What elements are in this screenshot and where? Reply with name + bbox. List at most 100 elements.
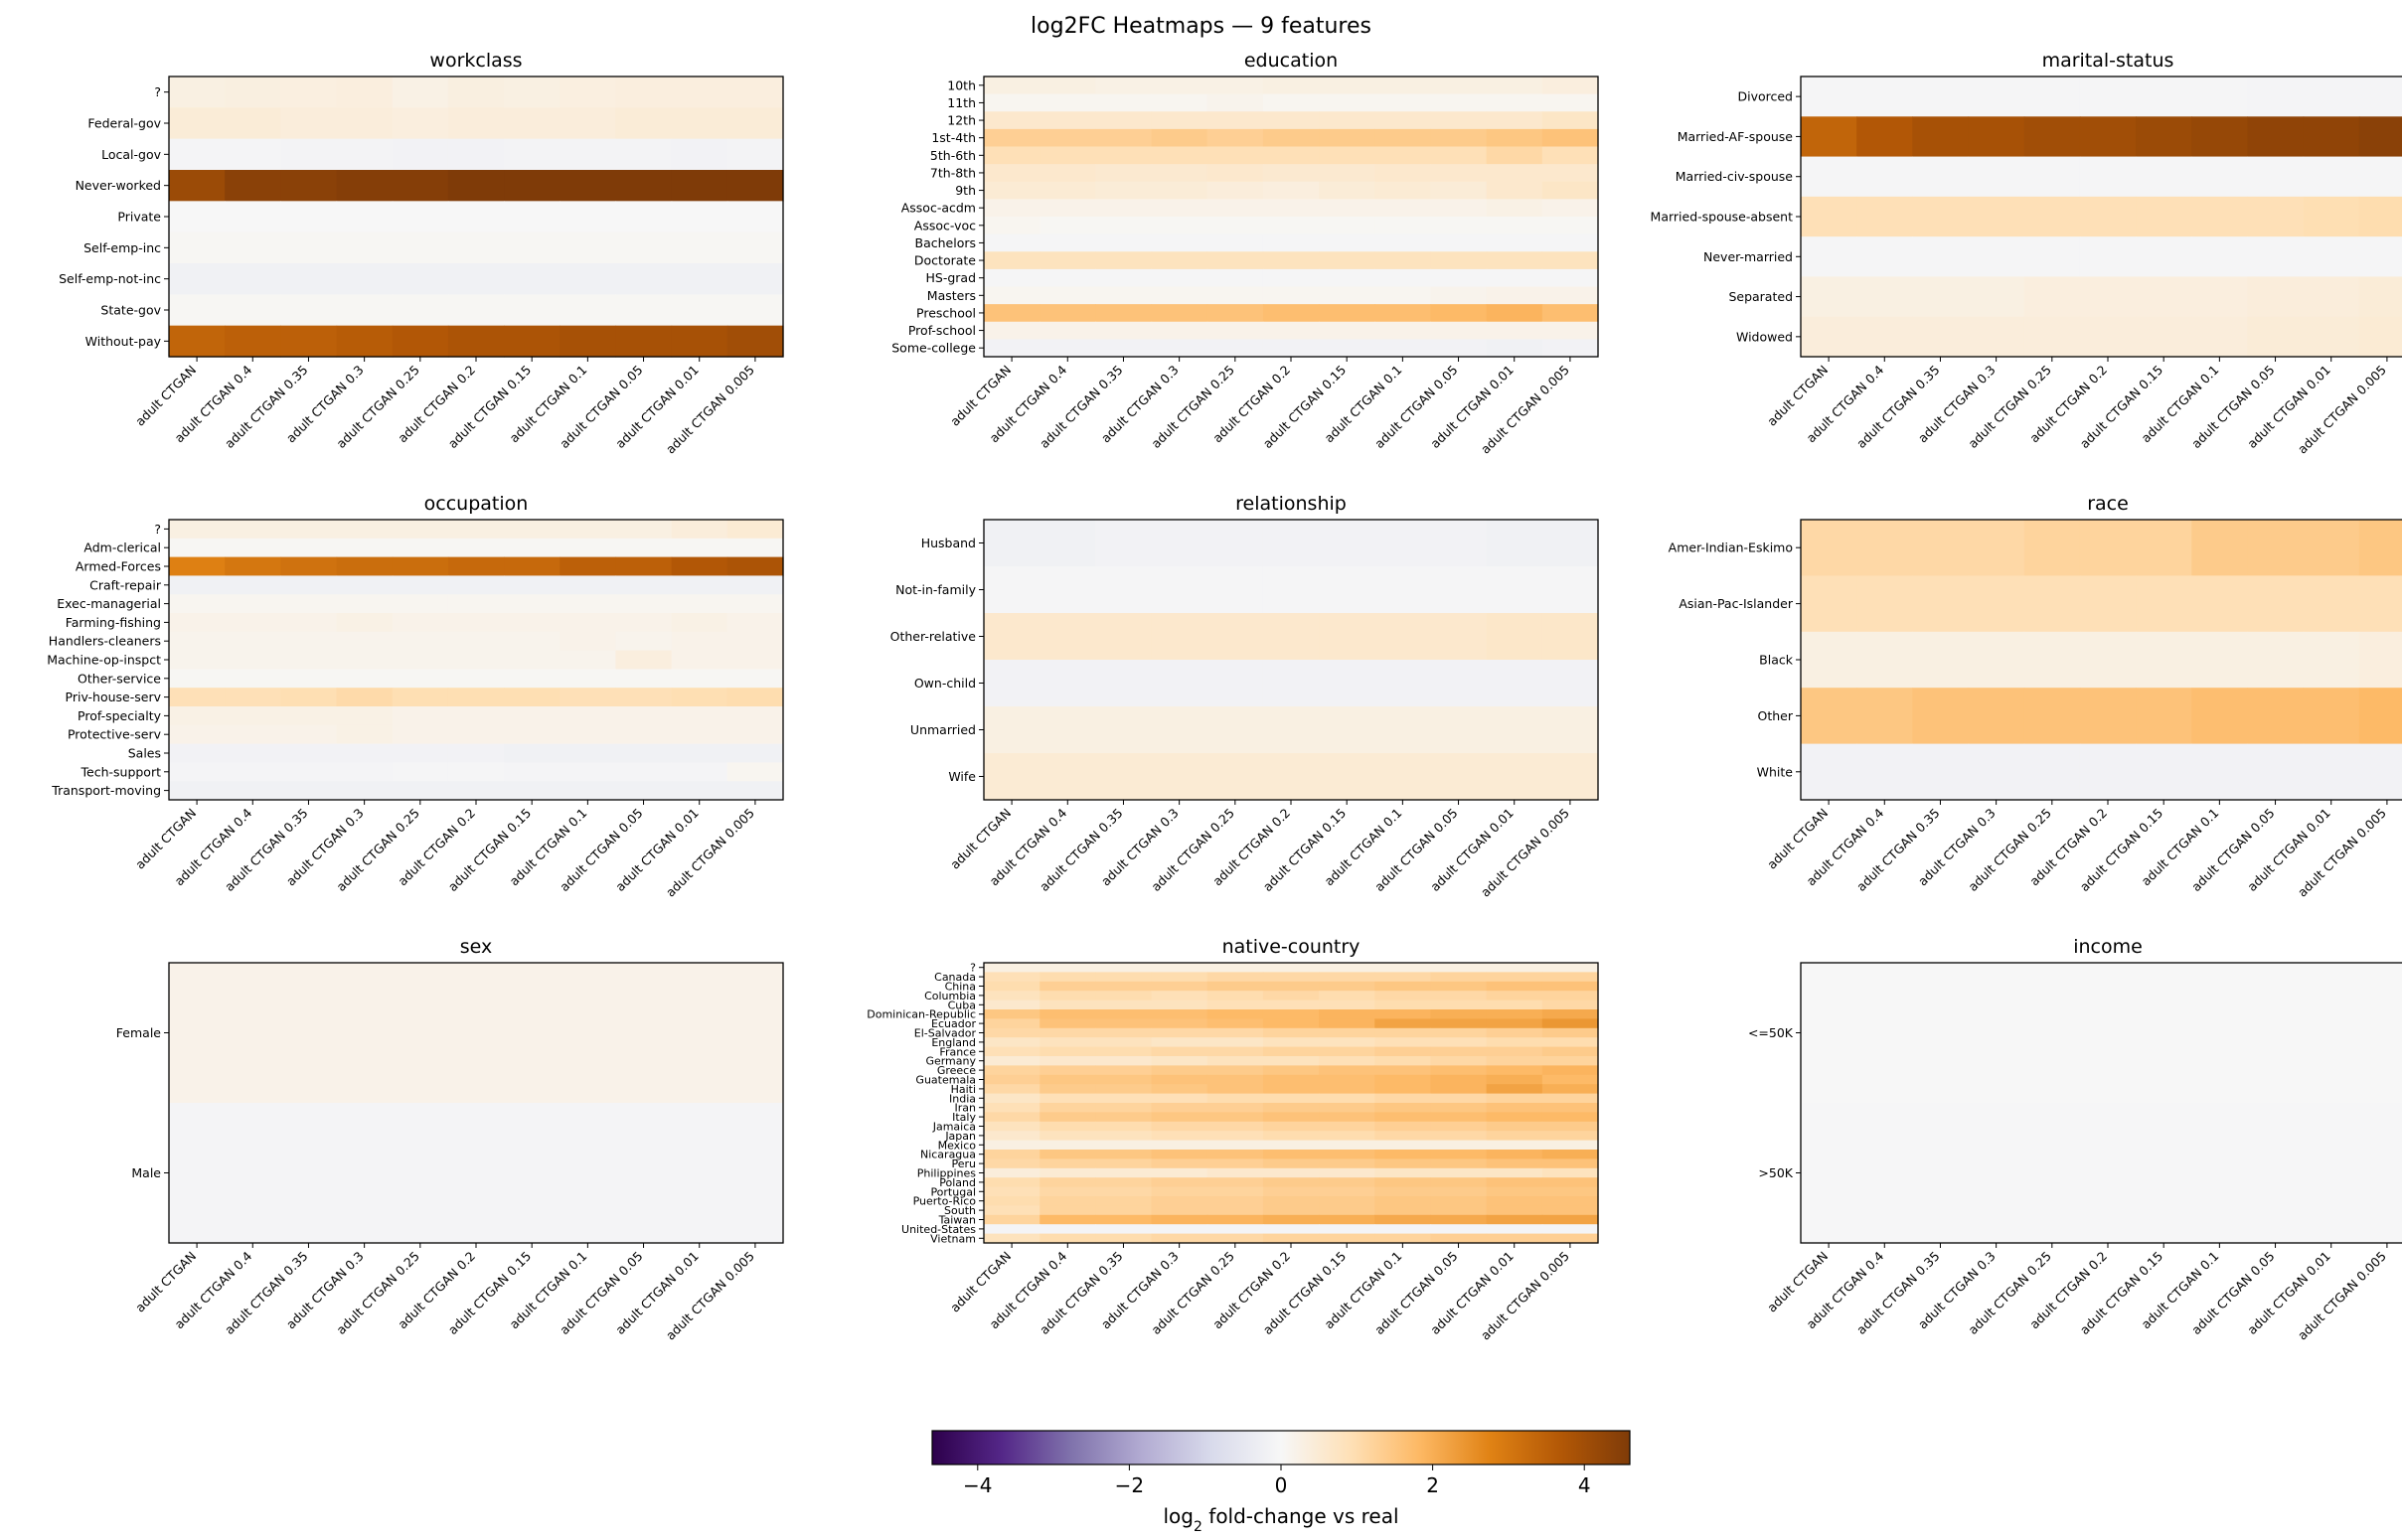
heatmap-cell	[2358, 963, 2402, 1104]
heatmap-cell	[169, 1103, 226, 1244]
panel-title: sex	[460, 936, 493, 958]
heatmap-cell	[1040, 1224, 1096, 1235]
heatmap-cell	[336, 650, 394, 670]
heatmap-cell	[1430, 286, 1488, 305]
heatmap-cell	[615, 762, 673, 782]
heatmap-cell	[1206, 1037, 1264, 1048]
heatmap-cell	[447, 556, 505, 576]
heatmap-cell	[1856, 316, 1913, 358]
panel-title: income	[2073, 936, 2143, 958]
heatmap-cell	[1430, 199, 1488, 218]
heatmap-cell	[984, 1074, 1041, 1085]
heatmap-cell	[280, 231, 338, 264]
heatmap-cell	[1206, 128, 1264, 148]
heatmap-cell	[1040, 963, 1096, 973]
heatmap-cell	[169, 520, 226, 539]
heatmap-cell	[1095, 217, 1153, 235]
heatmap-cell	[726, 520, 784, 539]
panel-title: race	[2087, 493, 2129, 515]
heatmap-cell	[1968, 743, 2025, 801]
heatmap-cell	[1262, 146, 1320, 165]
heatmap-cell	[2079, 743, 2137, 801]
heatmap-cell	[1262, 1074, 1320, 1085]
heatmap-cell	[280, 1103, 338, 1244]
heatmap-cell	[1206, 111, 1264, 130]
heatmap-cell	[1486, 1018, 1543, 1029]
heatmap-cell	[336, 263, 394, 295]
heatmap-cell	[1486, 1027, 1543, 1038]
heatmap-cell	[1151, 181, 1208, 200]
heatmap-cell	[1319, 1056, 1375, 1066]
heatmap-cell	[504, 201, 560, 233]
heatmap-cell	[1040, 199, 1096, 218]
heatmap-cell	[1541, 199, 1599, 218]
heatmap-cell	[504, 77, 560, 108]
heatmap-cell	[1262, 613, 1320, 661]
panel-title: relationship	[1235, 493, 1347, 515]
heatmap-cell	[726, 77, 784, 108]
heatmap-cell	[1374, 1214, 1432, 1225]
heatmap-cell	[504, 538, 560, 558]
heatmap-cell	[1801, 963, 1857, 1104]
heatmap-cell	[1206, 520, 1264, 567]
heatmap-cell	[1430, 1112, 1488, 1123]
heatmap-cell	[1430, 1121, 1488, 1132]
heatmap-cell	[1095, 1103, 1153, 1113]
heatmap-cell	[225, 201, 281, 233]
y-tick-label: Jamaica	[932, 1120, 976, 1133]
heatmap-cell	[1486, 1177, 1543, 1188]
heatmap-cell	[2191, 963, 2249, 1104]
heatmap-cell	[1801, 196, 1857, 237]
heatmap-cell	[1319, 146, 1375, 165]
heatmap-cell	[1374, 972, 1432, 983]
heatmap-cell	[1095, 1196, 1153, 1206]
heatmap-cell	[615, 781, 673, 801]
heatmap-cell	[1430, 1205, 1488, 1216]
heatmap-cell	[671, 613, 728, 633]
colorbar-gradient	[931, 1430, 1631, 1465]
heatmap-cell	[504, 575, 560, 595]
y-tick-label: ?	[154, 522, 161, 537]
heatmap-cell	[1262, 753, 1320, 801]
heatmap-cell	[336, 688, 394, 707]
heatmap-cell	[392, 781, 449, 801]
heatmap-cell	[1040, 1158, 1096, 1169]
y-tick-label: El-Salvador	[914, 1026, 977, 1039]
heatmap-cell	[984, 1224, 1041, 1235]
heatmap-cell	[1319, 304, 1375, 323]
panel-title: workclass	[429, 50, 522, 72]
heatmap-cell	[1319, 1046, 1375, 1057]
colorbar-tick-label: 2	[1426, 1473, 1439, 1497]
heatmap-cell	[984, 1065, 1041, 1076]
heatmap-cell	[2303, 688, 2360, 745]
heatmap-cell	[1374, 286, 1432, 305]
heatmap-cell	[726, 594, 784, 614]
heatmap-cell	[2079, 631, 2137, 689]
heatmap-cell	[560, 706, 617, 726]
heatmap-cell	[1541, 1037, 1599, 1048]
heatmap-cell	[2191, 316, 2249, 358]
heatmap-cell	[1486, 1009, 1543, 1019]
heatmap-cell	[280, 107, 338, 140]
heatmap-cell	[2136, 743, 2192, 801]
heatmap-cell	[1095, 1214, 1153, 1225]
heatmap-cell	[1151, 1093, 1208, 1104]
heatmap-cell	[2303, 575, 2360, 633]
heatmap-cell	[1206, 1150, 1264, 1159]
heatmap-cell	[984, 1103, 1041, 1113]
heatmap-cell	[726, 556, 784, 576]
heatmap-cell	[1151, 1018, 1208, 1029]
heatmap-cell	[2023, 1103, 2081, 1244]
heatmap-cell	[392, 613, 449, 633]
heatmap-cell	[1319, 1177, 1375, 1188]
heatmap-cell	[1095, 1140, 1153, 1151]
heatmap-cell	[671, 77, 728, 108]
heatmap-cell	[671, 520, 728, 539]
heatmap-cell	[1968, 1103, 2025, 1244]
heatmap-cell	[1040, 613, 1096, 661]
heatmap-cell	[1374, 1224, 1432, 1235]
heatmap-cell	[280, 963, 338, 1104]
heatmap-cell	[1262, 1233, 1320, 1244]
heatmap-cell	[2191, 1103, 2249, 1244]
heatmap-cell	[2079, 520, 2137, 576]
